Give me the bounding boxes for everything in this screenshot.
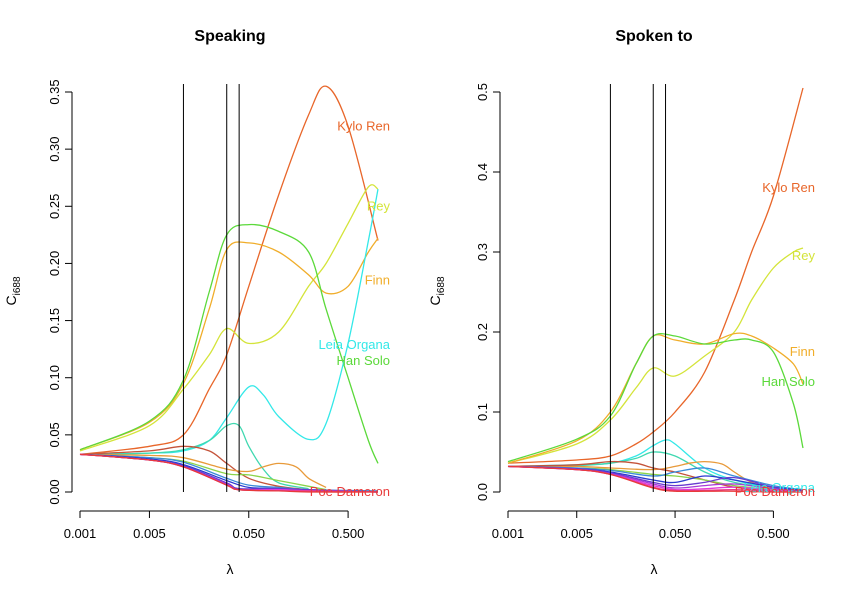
series-line-kylo-ren xyxy=(507,87,804,464)
series-label-poe-dameron: Poe Dameron xyxy=(310,484,390,499)
y-tick-label: 0.00 xyxy=(47,479,62,504)
series-line-leia-organa xyxy=(79,188,379,455)
y-tick-label: 0.5 xyxy=(475,83,490,101)
series-line-finn xyxy=(79,237,379,451)
x-axis: 0.001 0.005 0.050 0.500 xyxy=(492,510,790,541)
panel-spoken-to: Spoken to Kylo Ren Rey Finn Han Solo Leia Or… xyxy=(427,28,816,577)
x-axis-label: λ xyxy=(227,561,234,577)
series-line-7 xyxy=(79,453,327,488)
y-tick-label: 0.15 xyxy=(47,308,62,333)
y-tick-label: 0.20 xyxy=(47,251,62,276)
panel-title-speaking: Speaking xyxy=(194,28,265,45)
series-label-poe-dameron: Poe Dameron xyxy=(735,484,815,499)
x-tick-label: 0.500 xyxy=(757,526,790,541)
x-tick-label: 0.005 xyxy=(560,526,593,541)
x-axis: 0.001 0.005 0.050 0.500 xyxy=(64,510,365,541)
series-line-han-solo xyxy=(79,223,379,464)
series-line-6 xyxy=(79,445,309,491)
series-label-rey: Rey xyxy=(367,198,391,213)
y-tick-label: 0.10 xyxy=(47,365,62,390)
y-tick-label: 0.2 xyxy=(475,323,490,341)
vertical-lines xyxy=(182,84,240,492)
y-tick-label: 0.30 xyxy=(47,136,62,161)
y-tick-label: 0.4 xyxy=(475,163,490,181)
y-tick-label: 0.25 xyxy=(47,194,62,219)
series-label-leia-organa: Leia Organa xyxy=(743,480,815,495)
series-label-rey: Rey xyxy=(792,248,816,263)
series-line-finn xyxy=(507,332,804,464)
y-tick-label: 0.05 xyxy=(47,422,62,447)
series-curves xyxy=(507,87,804,493)
series-label-kylo-ren: Kylo Ren xyxy=(337,118,390,133)
series-line-rey xyxy=(79,184,379,452)
series-label-kylo-ren: Kylo Ren xyxy=(762,180,815,195)
x-tick-label: 0.050 xyxy=(232,526,265,541)
series-line-kylo-ren xyxy=(79,85,379,455)
series-label-han-solo: Han Solo xyxy=(337,353,390,368)
series-line-6 xyxy=(507,460,774,490)
series-label-finn: Finn xyxy=(790,344,815,359)
y-tick-label: 0.35 xyxy=(47,79,62,104)
y-tick-label: 0.0 xyxy=(475,483,490,501)
y-tick-label: 0.1 xyxy=(475,403,490,421)
y-axis: 0.0 0.1 0.2 0.3 0.4 0.5 xyxy=(475,83,501,501)
x-tick-label: 0.001 xyxy=(492,526,525,541)
vertical-lines xyxy=(609,84,667,492)
x-tick-label: 0.500 xyxy=(332,526,365,541)
y-axis-label: Ci688 xyxy=(3,276,23,305)
series-label-han-solo: Han Solo xyxy=(762,374,815,389)
series-label-leia-organa: Leia Organa xyxy=(318,337,390,352)
series-line-han-solo xyxy=(507,332,804,463)
series-curves xyxy=(79,85,379,493)
series-line-poe-dameron xyxy=(507,465,804,493)
y-axis: 0.00 0.05 0.10 0.15 0.20 0.25 0.30 0.35 xyxy=(47,79,73,505)
series-line-poe-dameron xyxy=(79,453,379,493)
panel-title-spoken-to: Spoken to xyxy=(615,28,693,45)
y-axis-label: Ci688 xyxy=(427,276,447,305)
y-tick-label: 0.3 xyxy=(475,243,490,261)
series-line-5 xyxy=(79,422,309,490)
x-tick-label: 0.005 xyxy=(133,526,166,541)
x-tick-label: 0.001 xyxy=(64,526,97,541)
series-line-9 xyxy=(507,465,804,491)
series-label-finn: Finn xyxy=(365,273,390,288)
x-tick-label: 0.050 xyxy=(659,526,692,541)
x-axis-label: λ xyxy=(651,561,658,577)
series-line-rey xyxy=(507,247,804,464)
series-line-11 xyxy=(507,465,804,492)
